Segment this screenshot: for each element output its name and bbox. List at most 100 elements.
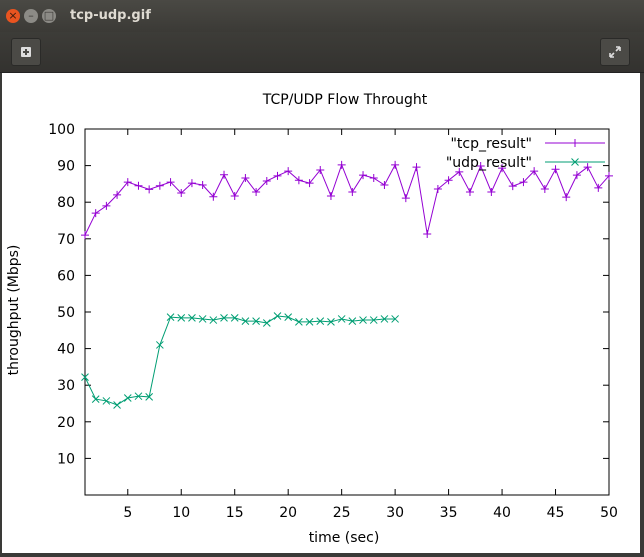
data-point <box>423 230 432 239</box>
data-point <box>455 167 464 176</box>
data-point <box>81 373 89 382</box>
data-point <box>327 318 335 326</box>
open-button[interactable] <box>11 38 41 66</box>
data-point <box>262 319 271 327</box>
data-point <box>156 341 164 349</box>
data-point <box>305 179 314 188</box>
data-point <box>316 165 325 174</box>
data-point <box>498 164 507 173</box>
x-tick-label: 45 <box>547 505 565 521</box>
data-point <box>188 314 196 322</box>
minimize-button[interactable]: – <box>24 9 38 23</box>
data-point <box>348 187 357 196</box>
data-point <box>412 163 421 172</box>
data-point <box>177 189 186 198</box>
data-point <box>241 317 250 326</box>
x-tick-label: 15 <box>226 505 244 521</box>
data-point <box>380 180 389 189</box>
data-point <box>551 165 560 174</box>
fullscreen-icon <box>609 46 621 58</box>
data-point <box>91 395 100 403</box>
data-point <box>433 185 442 194</box>
data-point <box>530 167 539 176</box>
x-tick-label: 50 <box>600 505 618 521</box>
data-point <box>145 393 154 401</box>
data-point <box>230 191 239 200</box>
data-point <box>476 161 485 170</box>
y-tick-label: 30 <box>57 378 75 394</box>
x-tick-label: 40 <box>493 505 511 521</box>
data-point <box>177 314 186 322</box>
data-point <box>187 179 196 188</box>
image-area: TCP/UDP Flow Throught time (sec) through… <box>2 73 640 553</box>
chart: TCP/UDP Flow Throught time (sec) through… <box>6 92 618 546</box>
data-point <box>252 187 261 196</box>
data-point <box>134 392 143 401</box>
data-point <box>166 178 175 187</box>
x-tick-label: 10 <box>172 505 190 521</box>
y-tick-label: 70 <box>57 232 75 248</box>
data-point <box>326 191 335 200</box>
close-button[interactable]: × <box>6 9 20 23</box>
y-axis-label: throughput (Mbps) <box>6 245 22 376</box>
data-point <box>380 315 389 323</box>
data-point <box>220 170 229 179</box>
data-point <box>113 190 122 199</box>
data-point <box>123 394 132 402</box>
data-point <box>284 313 293 321</box>
chart-title: TCP/UDP Flow Throught <box>262 92 428 108</box>
series-line <box>84 163 610 236</box>
legend-marker <box>571 139 579 147</box>
y-tick-label: 90 <box>57 159 75 175</box>
data-point <box>487 187 496 196</box>
data-point <box>123 178 132 187</box>
data-point <box>209 316 218 324</box>
data-point <box>230 314 239 322</box>
series-line <box>84 315 396 406</box>
window-title: tcp-udp.gif <box>70 8 151 23</box>
data-point <box>508 182 517 191</box>
data-point <box>583 163 592 172</box>
data-point <box>241 174 250 183</box>
data-point <box>359 171 368 180</box>
x-tick-label: 25 <box>333 505 351 521</box>
data-point <box>273 312 282 320</box>
data-point <box>294 176 303 185</box>
legend-label: "tcp_result" <box>450 136 532 152</box>
y-tick-label: 20 <box>57 415 75 431</box>
data-point <box>91 209 100 218</box>
legend-marker <box>571 158 579 166</box>
data-point <box>198 315 207 323</box>
data-point <box>369 174 378 183</box>
data-point <box>305 318 314 326</box>
data-point <box>273 171 282 180</box>
data-point <box>337 315 346 323</box>
title-bar: × – □ tcp-udp.gif <box>0 0 644 32</box>
x-axis-label: time (sec) <box>309 530 380 546</box>
data-point <box>337 160 346 169</box>
data-point <box>252 317 260 326</box>
legend-label: "udp_result" <box>446 155 532 171</box>
data-point <box>605 171 613 180</box>
x-tick-label: 20 <box>279 505 297 521</box>
x-tick-label: 35 <box>440 505 458 521</box>
data-point <box>348 317 357 326</box>
data-point <box>519 178 528 187</box>
open-icon <box>21 47 31 57</box>
maximize-button[interactable]: □ <box>42 9 56 23</box>
data-point <box>369 316 378 324</box>
fullscreen-button[interactable] <box>600 38 630 66</box>
data-point <box>572 171 581 180</box>
data-point <box>359 316 367 324</box>
data-point <box>465 187 474 196</box>
toolbar <box>0 32 644 73</box>
data-point <box>81 231 89 240</box>
y-tick-label: 10 <box>57 451 75 467</box>
x-tick-label: 5 <box>123 505 132 521</box>
data-point <box>295 318 303 326</box>
y-tick-label: 40 <box>57 342 75 358</box>
data-point <box>316 317 325 326</box>
data-point <box>391 315 399 323</box>
data-point <box>540 185 549 194</box>
